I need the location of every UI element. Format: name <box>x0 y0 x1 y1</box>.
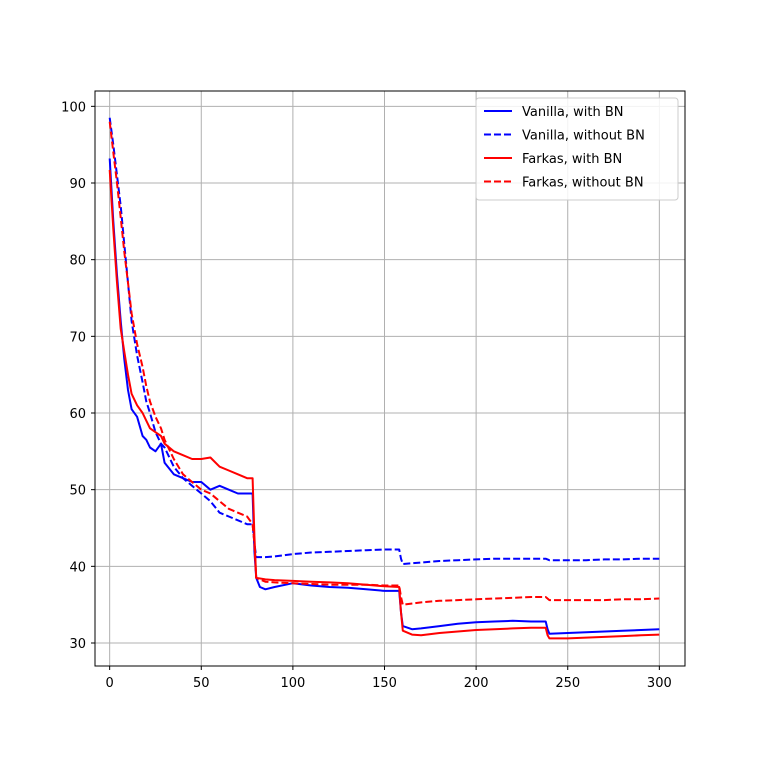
series-line-1 <box>108 158 660 635</box>
x-tick-label: 250 <box>555 676 580 691</box>
legend: Vanilla, with BN Vanilla, without BN Farka… <box>475 97 679 201</box>
legend-label: Farkas, with BN <box>522 152 622 167</box>
x-tick-label: 150 <box>372 676 397 691</box>
x-tick-label: 100 <box>280 676 305 691</box>
y-tick-label: 30 <box>69 637 86 652</box>
plot-frame <box>94 90 686 667</box>
legend-label: Vanilla, with BN <box>522 105 624 120</box>
y-tick-label: 80 <box>69 254 86 269</box>
legend-box <box>475 97 679 201</box>
y-tick-label: 60 <box>69 407 86 422</box>
legend-label: Farkas, without BN <box>522 176 644 191</box>
series-line-2 <box>108 117 660 565</box>
x-tick-label: 300 <box>647 676 672 691</box>
series-line-3 <box>108 169 660 640</box>
y-tick-label: 90 <box>69 177 86 192</box>
series-lines <box>108 117 660 640</box>
grid-lines <box>95 91 685 666</box>
x-tick-label: 200 <box>464 676 489 691</box>
y-tick-label: 40 <box>69 560 86 575</box>
y-tick-label: 100 <box>61 100 86 115</box>
y-tick-label: 70 <box>69 330 86 345</box>
axis-ticks: 0 50 100 150 200 250 300 30 40 50 60 70 80 90 100 <box>61 100 672 691</box>
x-tick-label: 0 <box>106 676 114 691</box>
series-line-4 <box>108 121 660 606</box>
x-tick-label: 50 <box>193 676 210 691</box>
legend-label: Vanilla, without BN <box>522 129 645 144</box>
y-tick-label: 50 <box>69 484 86 499</box>
